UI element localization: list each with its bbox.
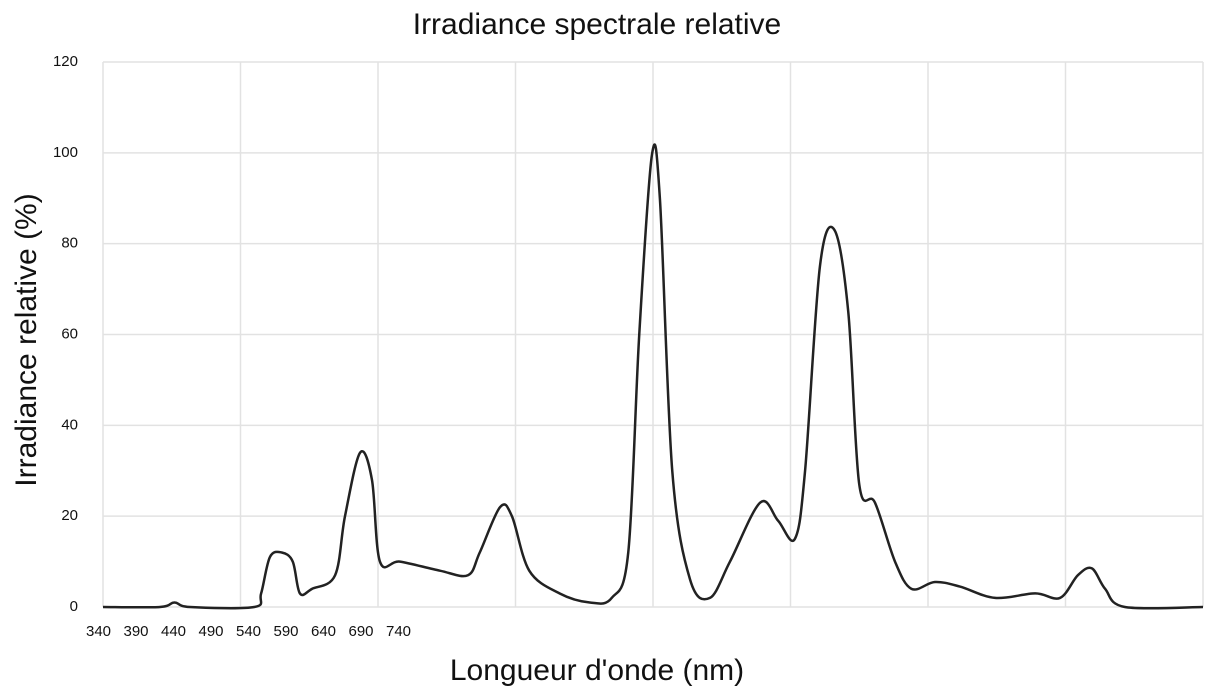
y-tick-label: 100 (53, 144, 78, 161)
x-tick-label: 490 (199, 623, 224, 640)
x-tick-label: 690 (349, 623, 374, 640)
x-tick-label: 540 (236, 623, 261, 640)
x-tick-label: 390 (124, 623, 149, 640)
y-tick-label: 60 (61, 325, 78, 342)
x-tick-label: 740 (386, 623, 411, 640)
y-tick-label: 20 (61, 507, 78, 524)
y-axis-title: Irradiance relative (%) (10, 193, 43, 486)
x-tick-label: 440 (161, 623, 186, 640)
y-tick-label: 120 (53, 53, 78, 70)
x-axis-title: Longueur d'onde (nm) (450, 654, 744, 687)
y-tick-label: 40 (61, 416, 78, 433)
y-tick-label: 80 (61, 235, 78, 252)
x-tick-label: 340 (86, 623, 111, 640)
y-tick-label: 0 (70, 598, 78, 615)
x-tick-label: 640 (311, 623, 336, 640)
line-series (102, 143, 1204, 610)
chart-title: Irradiance spectrale relative (413, 8, 782, 41)
x-tick-label: 590 (274, 623, 299, 640)
